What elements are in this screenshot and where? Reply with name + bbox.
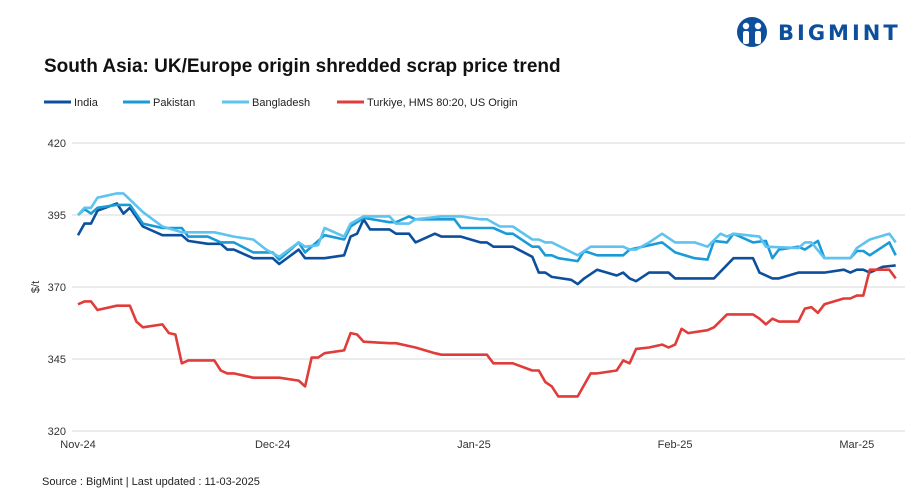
bigmint-logo: BIGMINT [737, 17, 901, 47]
x-tick-label: Mar-25 [839, 439, 874, 451]
x-axis: Nov-24 Dec-24 Jan-25 Feb-25 Mar-25 [60, 439, 874, 451]
x-tick-label: Dec-24 [255, 439, 290, 451]
legend-label: Pakistan [153, 97, 195, 109]
series-line-pakistan [77, 203, 897, 263]
gridlines [72, 142, 905, 432]
legend-label: Bangladesh [252, 97, 310, 109]
series-line-india [76, 202, 896, 286]
series-lines [76, 192, 897, 398]
y-tick-label: 420 [48, 138, 66, 150]
y-tick-label: 395 [48, 210, 66, 222]
y-tick-label: 370 [48, 282, 66, 294]
legend-label: India [74, 97, 99, 109]
x-tick-label: Jan-25 [457, 439, 491, 451]
y-tick-label: 320 [48, 426, 66, 438]
y-axis-label: $/t [30, 281, 42, 293]
chart-title: South Asia: UK/Europe origin shredded sc… [44, 56, 561, 77]
legend-label: Turkiye, HMS 80:20, US Origin [367, 97, 518, 109]
x-tick-label: Nov-24 [60, 439, 95, 451]
y-axis: 420 395 370 345 320 [48, 138, 66, 438]
legend: India Pakistan Bangladesh Turkiye, HMS 80:2… [44, 97, 518, 109]
x-tick-label: Feb-25 [658, 439, 693, 451]
svg-text:BIGMINT: BIGMINT [778, 21, 901, 45]
series-line-bangladesh [77, 192, 897, 260]
series-line-turkiye [77, 268, 897, 398]
source-note: Source : BigMint | Last updated : 11-03-… [42, 476, 260, 488]
y-tick-label: 345 [48, 354, 66, 366]
